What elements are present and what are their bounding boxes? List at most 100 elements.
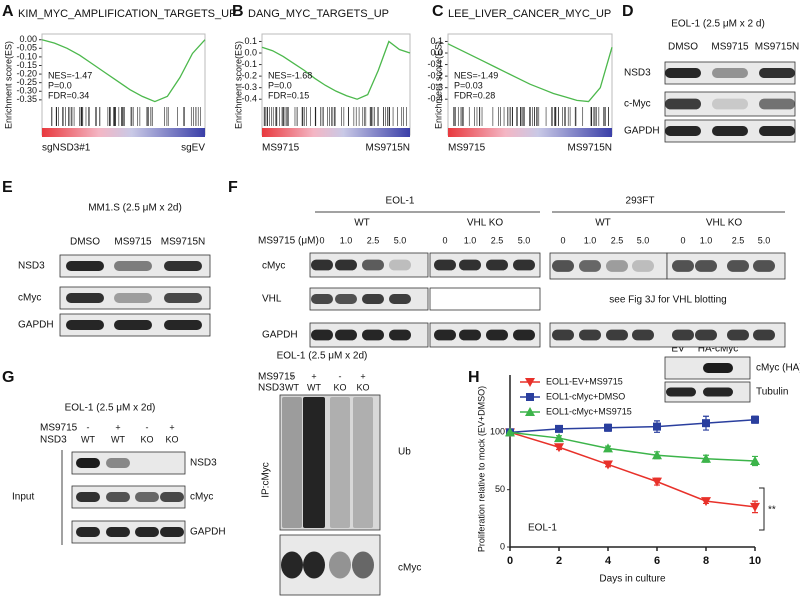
y-axis-label: Enrichment score(ES) bbox=[233, 41, 243, 129]
row-label: c-Myc bbox=[624, 99, 651, 110]
cell-label: 293FT bbox=[626, 196, 655, 207]
lane-label: + bbox=[169, 422, 174, 432]
lane-label: DMSO bbox=[70, 237, 100, 248]
row-label: Tubulin bbox=[756, 387, 788, 398]
row-label: Ub bbox=[398, 447, 411, 458]
band bbox=[703, 363, 733, 373]
band bbox=[66, 261, 104, 271]
legend-marker bbox=[525, 407, 535, 416]
group-label: VHL KO bbox=[706, 218, 743, 229]
es-curve bbox=[447, 43, 613, 103]
rank-bar bbox=[262, 128, 410, 137]
y-tick-label: -0.4 bbox=[241, 94, 257, 104]
group-label: WT bbox=[595, 218, 611, 229]
legend-label: EOL1-cMyc+MS9715 bbox=[546, 406, 632, 416]
band bbox=[362, 259, 384, 271]
band bbox=[606, 329, 628, 341]
lane-label: WT bbox=[285, 382, 299, 392]
band bbox=[632, 260, 654, 272]
band bbox=[434, 259, 456, 271]
lane-label: 2.5 bbox=[367, 235, 380, 245]
left-label: MS9715 bbox=[262, 143, 300, 154]
row-label: GAPDH bbox=[624, 126, 660, 137]
group-label: VHL KO bbox=[467, 218, 504, 229]
y-tick-label: -0.30 bbox=[16, 86, 37, 96]
band bbox=[114, 261, 152, 271]
band bbox=[303, 397, 325, 528]
band bbox=[665, 98, 701, 110]
lane-label: 2.5 bbox=[491, 235, 504, 245]
legend-label: EOL1-cMyc+DMSO bbox=[546, 391, 625, 401]
lane-label: 1.0 bbox=[700, 235, 713, 245]
band bbox=[114, 293, 152, 303]
y-tick-label: 0.1 bbox=[430, 36, 443, 46]
band bbox=[486, 329, 508, 341]
marker bbox=[652, 477, 662, 487]
y-tick-label: -0.20 bbox=[16, 68, 37, 78]
band bbox=[389, 329, 411, 341]
annotation: FDR=0.34 bbox=[48, 90, 89, 100]
lane-label: MS9715 bbox=[114, 237, 152, 248]
side-label: Input bbox=[12, 492, 34, 503]
lane-label: 0 bbox=[442, 235, 447, 245]
lane-label: 2.5 bbox=[732, 235, 745, 245]
row-label: cMyc bbox=[262, 261, 285, 272]
band bbox=[672, 260, 694, 272]
band bbox=[76, 492, 100, 502]
blot bbox=[59, 286, 211, 310]
lane-label: - bbox=[339, 371, 342, 381]
blot bbox=[429, 287, 541, 311]
blot bbox=[279, 394, 381, 531]
band bbox=[712, 98, 748, 110]
band bbox=[330, 397, 350, 528]
significance-bracket bbox=[759, 487, 765, 531]
band bbox=[135, 492, 159, 502]
geno-label: NSD3 bbox=[40, 435, 67, 446]
band bbox=[106, 527, 130, 537]
annotation: FDR=0.15 bbox=[268, 90, 309, 100]
blot-title: MM1.S (2.5 μM x 2d) bbox=[88, 203, 182, 214]
panel-letter: D bbox=[622, 3, 634, 20]
left-label: sgNSD3#1 bbox=[42, 143, 91, 154]
row-label: cMyc bbox=[398, 563, 421, 574]
band bbox=[389, 259, 411, 271]
band bbox=[362, 294, 384, 304]
annotation: NES=-1.68 bbox=[268, 70, 312, 80]
lane-label: 0 bbox=[319, 235, 324, 245]
y-tick-label: -0.05 bbox=[16, 43, 37, 53]
lane-label: + bbox=[115, 422, 120, 432]
marker bbox=[701, 453, 711, 463]
band bbox=[114, 320, 152, 330]
chart-title: KIM_MYC_AMPLIFICATION_TARGETS_UP bbox=[18, 8, 236, 20]
lane-label: 1.0 bbox=[584, 235, 597, 245]
band bbox=[164, 320, 202, 330]
y-tick-label: -0.25 bbox=[16, 77, 37, 87]
x-tick-label: 6 bbox=[654, 555, 660, 567]
annotation: NES=-1.49 bbox=[454, 70, 498, 80]
y-tick-label: -0.3 bbox=[241, 82, 257, 92]
band bbox=[695, 329, 717, 341]
band bbox=[160, 527, 184, 537]
lane-label: MS9715 bbox=[711, 42, 749, 53]
band bbox=[665, 68, 701, 78]
band bbox=[759, 126, 795, 136]
band bbox=[303, 551, 325, 579]
band bbox=[753, 329, 775, 341]
panel-letter: E bbox=[2, 179, 13, 196]
band bbox=[459, 329, 481, 341]
band bbox=[281, 551, 303, 579]
lane-label: MS9715N bbox=[755, 42, 799, 53]
y-tick-label: -0.3 bbox=[427, 82, 443, 92]
x-tick-label: 0 bbox=[507, 555, 513, 567]
blot bbox=[71, 451, 186, 475]
band bbox=[486, 259, 508, 271]
lane-label: WT bbox=[81, 434, 95, 444]
y-tick-label: -0.10 bbox=[16, 51, 37, 61]
row-label: GAPDH bbox=[18, 320, 54, 331]
lane-label: 1.0 bbox=[464, 235, 477, 245]
y-tick-label: 0.0 bbox=[430, 47, 443, 57]
y-tick-label: 100 bbox=[490, 427, 505, 437]
x-tick-label: 2 bbox=[556, 555, 562, 567]
marker bbox=[555, 424, 563, 433]
y-tick-label: 50 bbox=[495, 484, 505, 494]
